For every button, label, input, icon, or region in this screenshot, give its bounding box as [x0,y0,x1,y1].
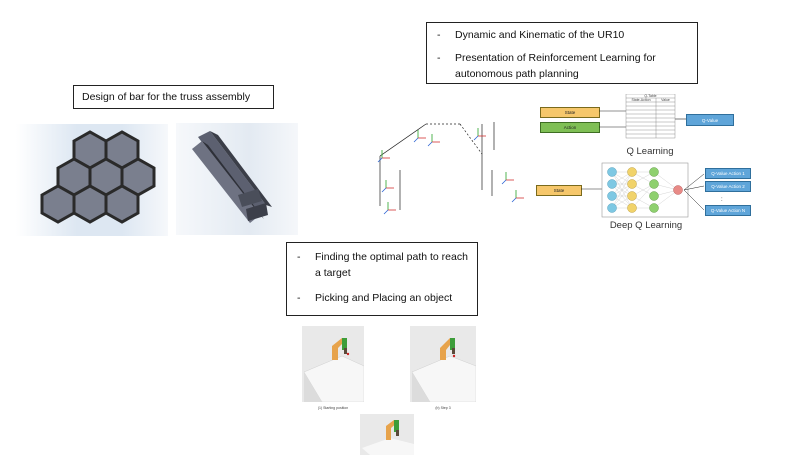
hexagon-cluster-graphic [40,130,156,224]
q-action-box: Action [540,122,600,133]
q-value-output-box: Q-Value [686,114,734,126]
target-summary-item-1: Finding the optimal path to reach a targ… [287,249,477,281]
ur10-summary-item-1: Dynamic and Kinematic of the UR10 [427,27,697,43]
q-learning-arrows [599,94,686,139]
q-table-header-value: Value [661,98,670,102]
robot-image-step3 [410,326,476,402]
q-learning-diagram: State Action Q-Table State-Action Value … [540,94,736,156]
robot-caption-step3: (b) Step 3 [435,406,451,410]
target-summary-item-2: Picking and Placing an object [287,290,477,306]
robot-scene-2-graphic [410,326,476,402]
robot-image-step-bottom [360,414,414,455]
deep-q-learning-diagram: State : Q-Value Action 1 Q-Value Action … [536,162,752,220]
ur10-summary-box: Dynamic and Kinematic of the UR10 Presen… [426,22,698,84]
robot-scene-3-graphic [360,414,414,455]
q-state-box: State [540,107,600,118]
robot-caption-starting: (1) Starting position [317,406,349,410]
q-table-title: Q-Table [644,94,657,98]
dq-state-box: State [536,185,582,196]
truss-design-title: Design of bar for the truss assembly [82,91,251,103]
ur10-kinematic-diagram [366,110,534,218]
q-learning-caption: Q Learning [626,146,674,157]
ur10-summary-item-2: Presentation of Reinforcement Learning f… [427,50,697,82]
deep-q-learning-caption: Deep Q Learning [609,220,683,231]
robot-image-starting [302,326,364,402]
kinematic-frames-graphic [377,122,524,215]
dq-output-2: Q-Value Action 2 [705,181,751,192]
q-table-header-state-action: State-Action [631,98,651,102]
bar-3d-graphic [192,131,272,223]
svg-text::: : [721,197,723,203]
target-summary-list: Finding the optimal path to reach a targ… [287,243,477,306]
dq-output-1: Q-Value Action 1 [705,168,751,179]
robot-scene-1-graphic [302,326,364,402]
deep-q-network-graphic: : [581,162,723,218]
extruded-bar-image [176,123,298,235]
hexagon-bar-image [16,124,168,236]
truss-design-title-box: Design of bar for the truss assembly [73,85,274,109]
dq-output-n: Q-Value Action N [705,205,751,216]
ur10-summary-list: Dynamic and Kinematic of the UR10 Presen… [427,23,697,82]
target-summary-box: Finding the optimal path to reach a targ… [286,242,478,316]
